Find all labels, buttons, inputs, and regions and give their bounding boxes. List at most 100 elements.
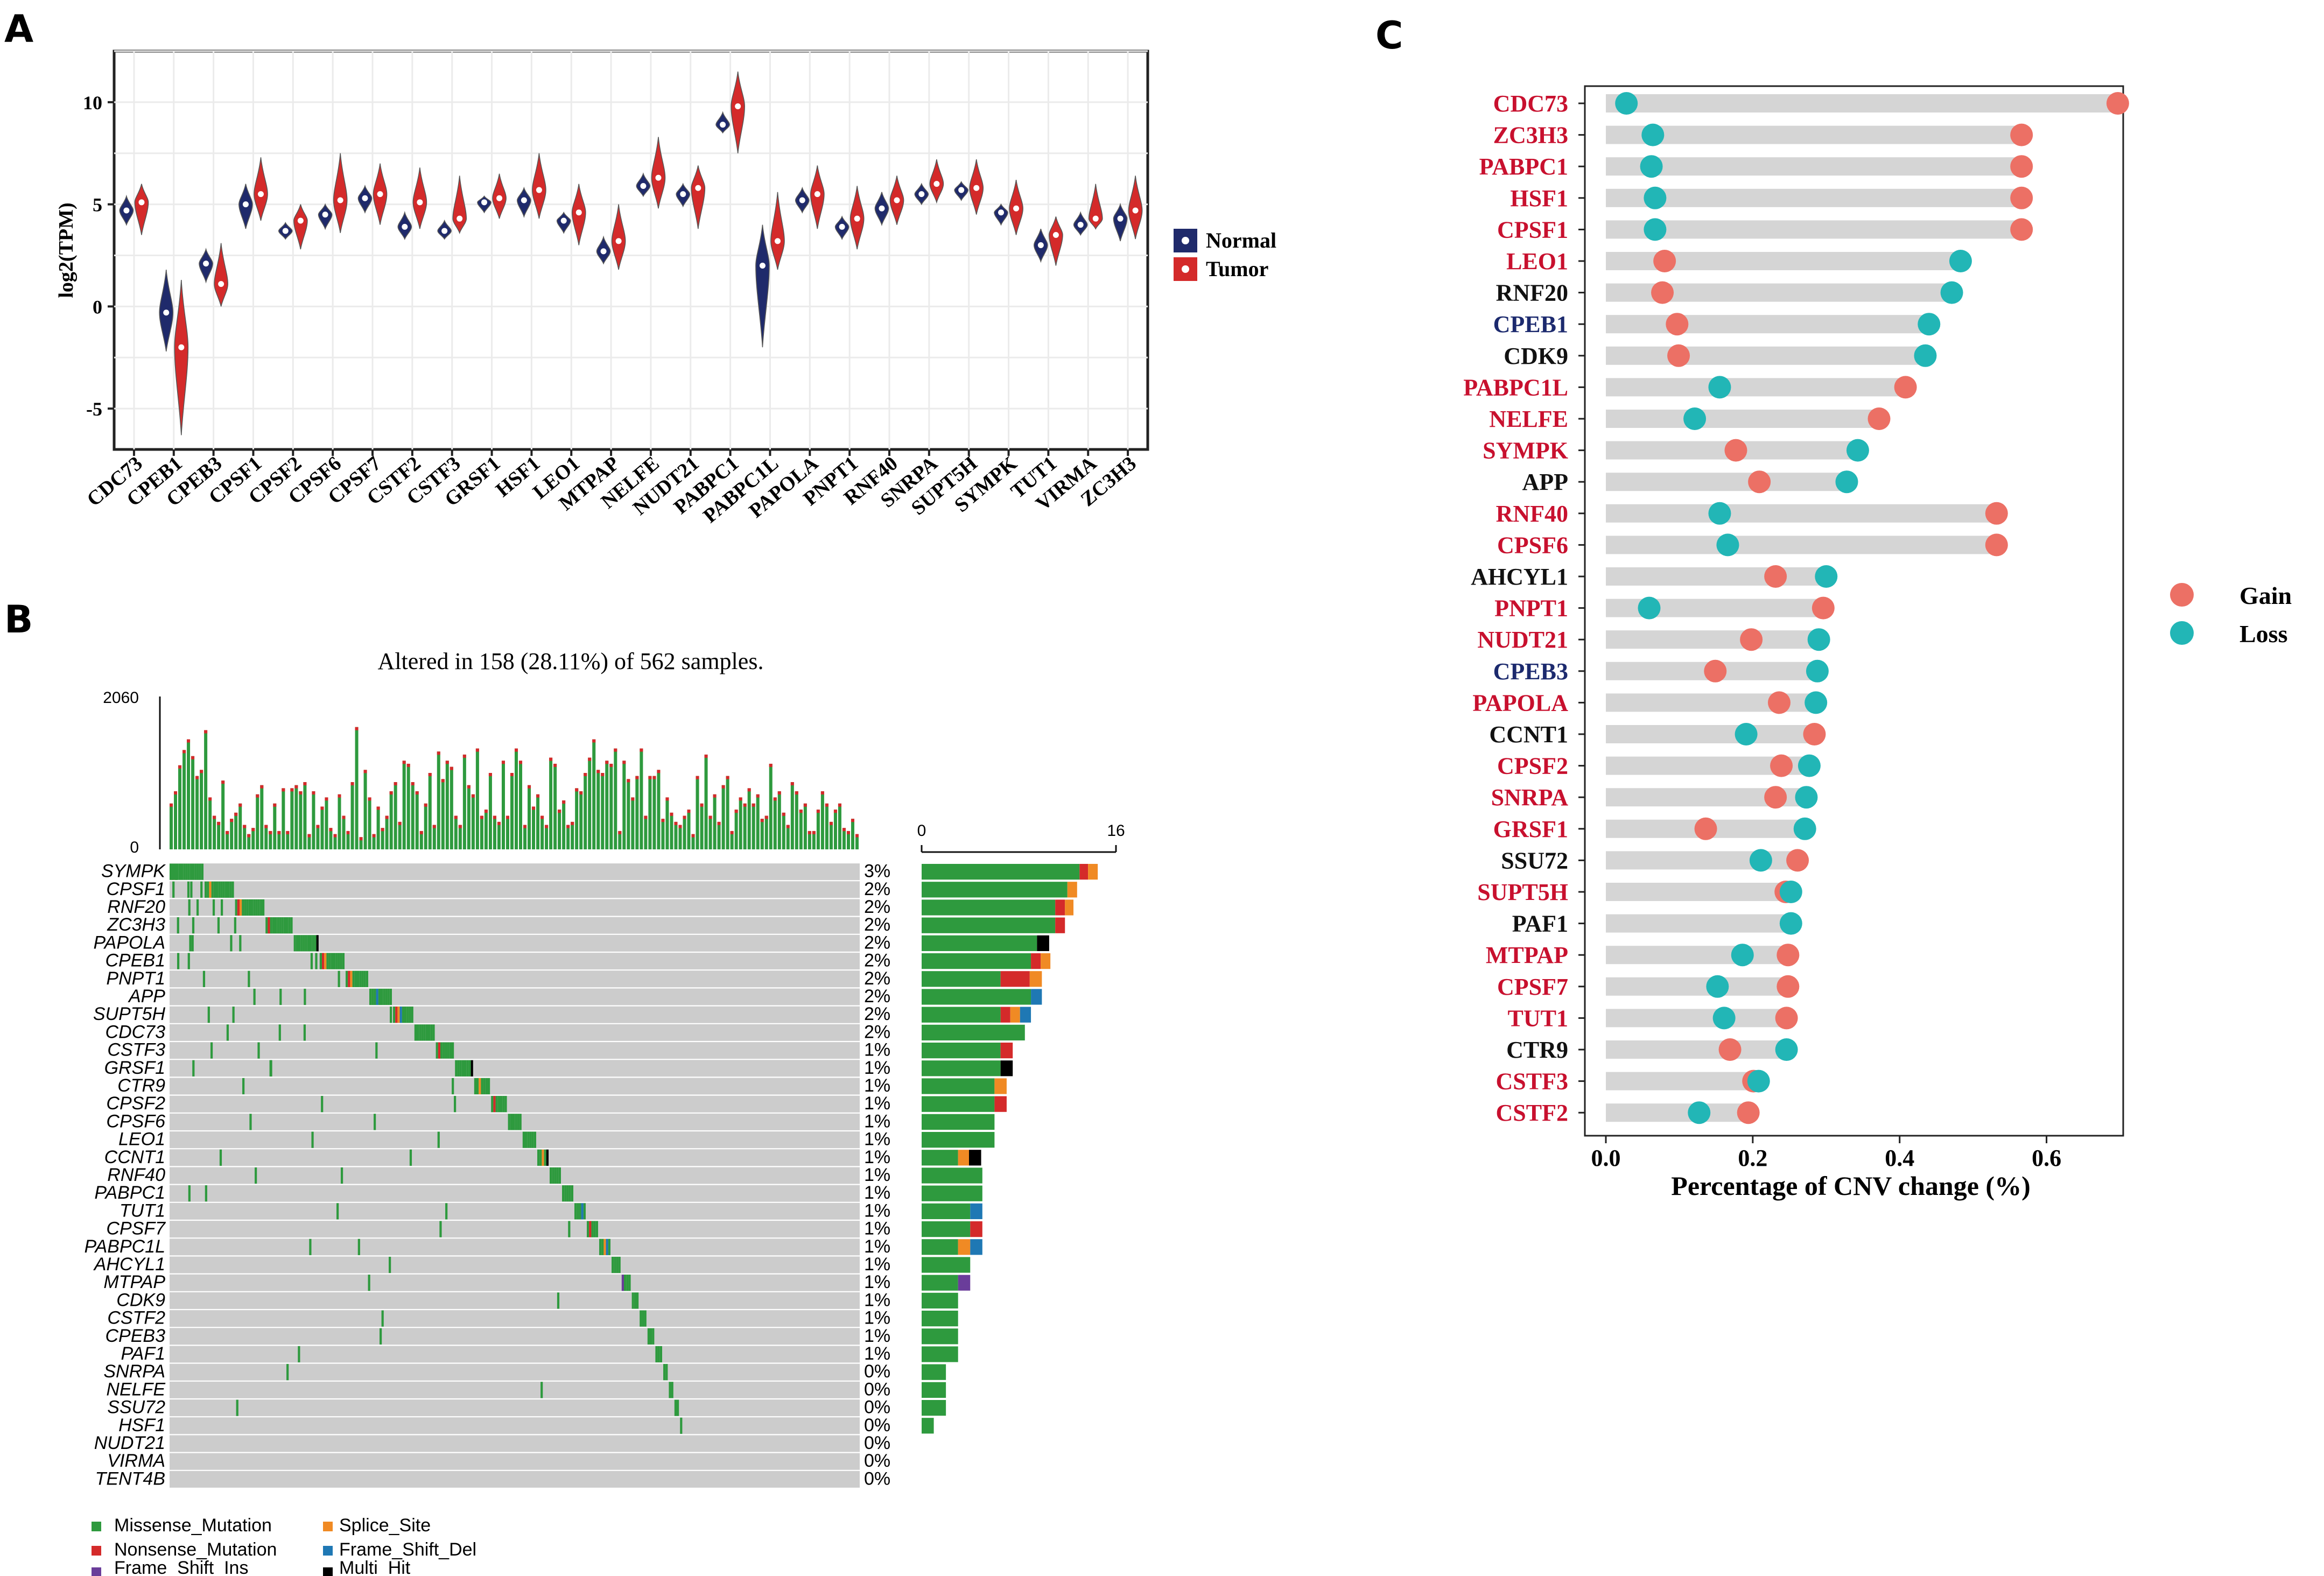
tmb-bar [290, 788, 294, 849]
tmb-bar-top [394, 782, 397, 786]
oncoplot-percent-label: 1% [864, 1343, 890, 1364]
tmb-bar-top [363, 770, 367, 773]
oncoplot-mutation-cell [357, 970, 360, 987]
oncoplot-mutation-cell [479, 1078, 481, 1095]
tmb-bar-top [683, 815, 686, 819]
legend-normal-label: Normal [1206, 228, 1276, 252]
oncoplot-gene-label: CDK9 [116, 1290, 165, 1310]
cnv-gene-label: GRSF1 [1493, 816, 1568, 842]
oncoplot-percent-label: 2% [864, 897, 890, 917]
tmb-bar [178, 765, 182, 849]
tmb-bar [601, 773, 605, 849]
oncoplot-percent-label: 2% [864, 951, 890, 971]
tmb-bar [739, 797, 742, 849]
tmb-bar-top [286, 831, 290, 834]
side-bar-segment [922, 1114, 995, 1130]
tmb-bar [480, 815, 483, 849]
tmb-bar [363, 770, 367, 849]
side-bar-segment [958, 1239, 971, 1255]
tmb-bar [264, 825, 268, 849]
oncoplot-mutation-cell [389, 1256, 391, 1274]
cnv-loss-dot [1846, 439, 1869, 462]
oncoplot-mutation-cell [425, 1024, 428, 1041]
cnv-loss-dot [1735, 723, 1758, 745]
oncoplot-percent-label: 1% [864, 1183, 890, 1203]
tmb-bar-top [726, 776, 729, 779]
oncoplot-mutation-cell [207, 881, 209, 898]
oncoplot-mutation-cell [421, 1024, 424, 1041]
cnv-loss-dot [1949, 250, 1972, 272]
side-bar-segment [970, 1221, 982, 1237]
oncoplot-mutation-cell [338, 970, 340, 987]
oncoplot-mutation-cell [393, 1007, 396, 1023]
tmb-bar-top [713, 794, 717, 798]
oncoplot-mutation-cell [542, 1149, 544, 1166]
side-bar-segment [922, 971, 1001, 987]
cnv-bar [1606, 410, 1879, 428]
oncoplot-mutation-cell [626, 1275, 629, 1291]
oncoplot-mutation-cell [248, 970, 250, 987]
cnv-loss-dot [1641, 123, 1665, 146]
oncoplot-mutation-cell [595, 1221, 598, 1237]
cnv-gene-label: CCNT1 [1489, 721, 1568, 748]
tmb-bar-top [601, 773, 605, 776]
oncoplot-mutation-cell [488, 1078, 490, 1095]
oncoplot-mutation-cell [246, 899, 249, 916]
tmb-bar-top [627, 779, 630, 783]
violin-median-dot [640, 182, 647, 189]
tmb-bar [764, 815, 768, 849]
cnv-loss-dot [1638, 596, 1661, 620]
tmb-bar-top [635, 776, 639, 779]
side-bar-segment [922, 953, 1031, 969]
tmb-bar-top [532, 806, 536, 810]
cnv-loss-dot [1644, 186, 1667, 209]
side-bar-segment [922, 1382, 946, 1398]
oncoplot-mutation-cell [544, 1149, 546, 1166]
oncoplot-mutation-cell [540, 1382, 543, 1398]
tmb-bar [182, 750, 186, 849]
oncoplot-gene-label: APP [128, 986, 165, 1007]
violin-median-dot [894, 197, 900, 203]
oncoplot-percent-label: 1% [864, 1290, 890, 1310]
tmb-bar-top [661, 819, 665, 822]
cnv-gene-label: SNRPA [1491, 784, 1569, 811]
oncoplot-mutation-cell [257, 899, 260, 916]
violin-shape [134, 184, 149, 235]
tmb-bar [528, 785, 531, 849]
violin-median-dot [759, 262, 766, 269]
tmb-bar [376, 806, 380, 849]
violin-shape [254, 157, 268, 221]
tmb-bar-top [747, 788, 751, 792]
tmb-bar [346, 831, 350, 849]
tmb-bar [816, 810, 820, 849]
cnv-dot-plot: CDC73 ZC3H3 PABPC1 HSF1 CPSF1 LEO1 RNF20 CPEB1 C… [1463, 85, 2292, 1201]
oncoplot-percent-label: 1% [864, 1219, 890, 1239]
oncoplot-mutation-cell [324, 953, 327, 969]
oncoplot-gene-label: GRSF1 [104, 1058, 165, 1078]
oncoplot-percent-label: 1% [864, 1129, 890, 1150]
side-bar-segment [922, 1311, 958, 1327]
tmb-bar-top [540, 815, 544, 819]
tmb-bar-top [264, 825, 268, 828]
violin-median-dot [973, 185, 980, 191]
tmb-bar [312, 791, 315, 849]
tmb-bar-top [558, 810, 561, 813]
cnv-gene-label: CSTF3 [1496, 1068, 1568, 1095]
oncoplot-mutation-cell [171, 863, 173, 880]
oncoplot-mutation-cell [608, 1239, 610, 1255]
oncoplot-mutation-cell [438, 1042, 440, 1059]
tmb-bar-top [269, 831, 272, 834]
violin-median-dot [417, 199, 423, 206]
oncoplot-mutation-cell [217, 917, 220, 934]
legend-fsins-swatch [92, 1567, 101, 1576]
oncoplot-mutation-cell [495, 1096, 498, 1113]
oncoplot-mutation-cell [677, 1399, 679, 1416]
cnv-gain-dot [1694, 817, 1717, 840]
tmb-bar [721, 785, 725, 849]
tmb-bar-top [545, 825, 549, 828]
tmb-bar [260, 785, 264, 849]
oncoplot-mutation-cell [201, 863, 203, 880]
oncoplot-gene-label: PABPC1 [94, 1183, 165, 1203]
oncoplot-percent-label: 1% [864, 1254, 890, 1275]
oncoplot-mutation-cell [315, 953, 318, 969]
